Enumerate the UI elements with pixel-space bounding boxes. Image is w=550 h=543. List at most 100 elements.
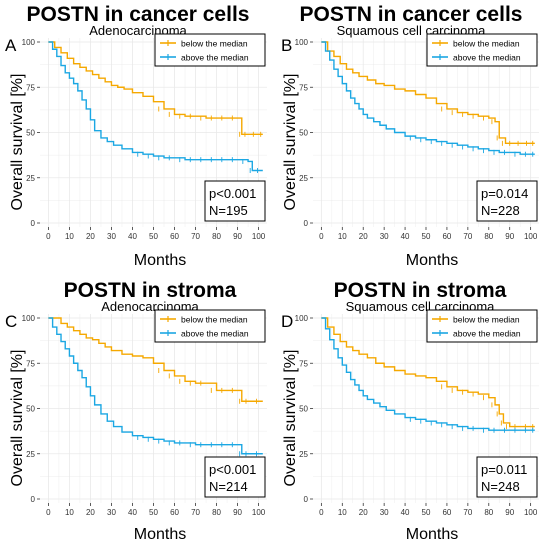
panel-c-n-count: N=214 xyxy=(209,479,248,494)
panel-c-ytick-label: 100 xyxy=(22,314,36,323)
panel-d-stats-box xyxy=(476,456,538,498)
panel-d-xtick-label: 80 xyxy=(484,508,493,517)
panel-d-letter: D xyxy=(281,312,293,331)
panel-d-curve-above-median xyxy=(321,317,535,431)
panel-a-ytick-label: 100 xyxy=(22,38,36,47)
panel-d-xtick-label: 70 xyxy=(463,508,472,517)
panel-d-ytick-label: 0 xyxy=(304,495,309,504)
panel-a-stats-box xyxy=(204,180,266,222)
panel-a-xtick-label: 30 xyxy=(107,232,116,241)
panel-d-legend-box xyxy=(426,309,538,343)
panel-b-xtick-label: 90 xyxy=(505,232,514,241)
panel-b-xtick-label: 60 xyxy=(442,232,451,241)
panel-a-legend-label: below the median xyxy=(181,39,248,49)
panel-d-plot: 0 25 50 75 100 0 10 20 30 40 50 60 70 80 90 100 below th… xyxy=(295,309,539,517)
panel-b-xtick-label: 100 xyxy=(524,232,538,241)
panel-c-xtick-label: 0 xyxy=(46,508,51,517)
panel-d-p-value: p=0.011 xyxy=(481,462,527,477)
panel-c-xtick-label: 40 xyxy=(128,508,137,517)
panel-d-xlabel: Months xyxy=(406,526,458,543)
panel-a-xtick-label: 100 xyxy=(252,232,266,241)
panel-a-ytick-label: 75 xyxy=(26,83,35,92)
panel-c-stats-box xyxy=(204,456,266,498)
panel-a-xtick-label: 40 xyxy=(128,232,137,241)
panel-a-xtick-label: 90 xyxy=(233,232,242,241)
panel-d-xtick-label: 30 xyxy=(380,508,389,517)
panel-a-ytick-label: 0 xyxy=(31,219,36,228)
panel-c-xtick-label: 10 xyxy=(65,508,74,517)
panel-a-legend-box xyxy=(154,33,266,67)
panel-d-xtick-label: 40 xyxy=(401,508,410,517)
panel-c-ylabel: Overall survival [%] xyxy=(9,350,26,487)
panel-b-ytick-label: 50 xyxy=(299,129,308,138)
panel-b-xtick-label: 70 xyxy=(463,232,472,241)
panel-d-ytick-label: 100 xyxy=(295,314,309,323)
panel-c-title: POSTN in stroma xyxy=(64,279,237,302)
panel-c-p-value: p<0.001 xyxy=(209,462,256,477)
panel-b-xtick-label: 40 xyxy=(401,232,410,241)
panel-d-xtick-label: 60 xyxy=(442,508,451,517)
panel-b-p-value: p=0.014 xyxy=(481,186,528,201)
panel-a-title: POSTN in cancer cells xyxy=(27,3,250,26)
panel-a-letter: A xyxy=(5,36,17,55)
panel-a-xtick-label: 70 xyxy=(191,232,200,241)
panel-d-xtick-label: 50 xyxy=(422,508,431,517)
panel-d-xtick-label: 100 xyxy=(524,508,538,517)
panel-d-xtick-label: 90 xyxy=(505,508,514,517)
panel-c-legend-label: below the median xyxy=(181,315,248,325)
panel-d-xtick-label: 20 xyxy=(359,508,368,517)
panel-c-legend-box xyxy=(154,309,266,343)
panel-c-xtick-label: 20 xyxy=(86,508,95,517)
panel-b-xtick-label: 50 xyxy=(422,232,431,241)
panel-c-ytick-label: 25 xyxy=(26,450,35,459)
panel-b-xtick-label: 10 xyxy=(338,232,347,241)
panel-b-ytick-label: 25 xyxy=(299,174,308,183)
panel-b-legend-label: above the median xyxy=(453,53,521,63)
panel-c-letter: C xyxy=(5,312,17,331)
panel-a-xtick-label: 50 xyxy=(149,232,158,241)
panel-a: POSTN in cancer cells Adenocarcinoma A M… xyxy=(5,3,267,269)
panel-c-plot: 0 25 50 75 100 0 10 20 30 40 50 60 70 80 90 100 below th… xyxy=(22,309,267,517)
panel-c-ytick-label: 50 xyxy=(26,405,35,414)
panel-d: POSTN in stroma Squamous cell carcinoma … xyxy=(281,279,539,543)
panel-a-curve-below-median xyxy=(48,41,263,136)
panel-b-xlabel: Months xyxy=(406,252,458,269)
panel-a-xtick-label: 60 xyxy=(170,232,179,241)
panel-c-xtick-label: 30 xyxy=(107,508,116,517)
panel-c-xtick-label: 90 xyxy=(233,508,242,517)
panel-b-stats-box xyxy=(476,180,538,222)
panel-a-ytick-label: 50 xyxy=(26,129,35,138)
panel-b-xtick-label: 20 xyxy=(359,232,368,241)
panel-b-ytick-label: 100 xyxy=(295,38,309,47)
panel-b-legend-label: below the median xyxy=(453,39,520,49)
panel-b-ytick-label: 75 xyxy=(299,83,308,92)
panel-b-letter: B xyxy=(281,36,292,55)
panel-d-ytick-label: 75 xyxy=(299,359,308,368)
panel-b-curve-below-median xyxy=(321,41,535,145)
panel-a-p-value: p<0.001 xyxy=(209,186,256,201)
panel-a-xtick-label: 10 xyxy=(65,232,74,241)
panel-b-xtick-label: 0 xyxy=(319,232,324,241)
panel-a-ylabel: Overall survival [%] xyxy=(9,74,26,211)
panel-d-title: POSTN in stroma xyxy=(334,279,507,302)
panel-c: POSTN in stroma Adenocarcinoma C Months … xyxy=(5,279,267,543)
panel-a-xtick-label: 20 xyxy=(86,232,95,241)
panel-c-ytick-label: 75 xyxy=(26,359,35,368)
panel-a-n-count: N=195 xyxy=(209,203,248,218)
panel-a-xtick-label: 80 xyxy=(212,232,221,241)
panel-a-plot: 0 25 50 75 100 0 10 20 30 40 50 60 70 80 90 100 below th… xyxy=(22,33,267,241)
panel-c-xtick-label: 80 xyxy=(212,508,221,517)
panel-b-ylabel: Overall survival [%] xyxy=(282,74,299,211)
panel-b: POSTN in cancer cells Squamous cell carc… xyxy=(281,3,539,269)
panel-c-xlabel: Months xyxy=(134,526,186,543)
panel-b-legend-box xyxy=(426,33,538,67)
panel-c-legend-label: above the median xyxy=(181,329,249,339)
panel-a-xlabel: Months xyxy=(134,252,186,269)
panel-b-n-count: N=228 xyxy=(481,203,520,218)
panel-b-plot: 0 25 50 75 100 0 10 20 30 40 50 60 70 80 90 100 below th… xyxy=(295,33,539,241)
panel-c-xtick-label: 60 xyxy=(170,508,179,517)
panel-b-xtick-label: 80 xyxy=(484,232,493,241)
panel-c-xtick-label: 50 xyxy=(149,508,158,517)
